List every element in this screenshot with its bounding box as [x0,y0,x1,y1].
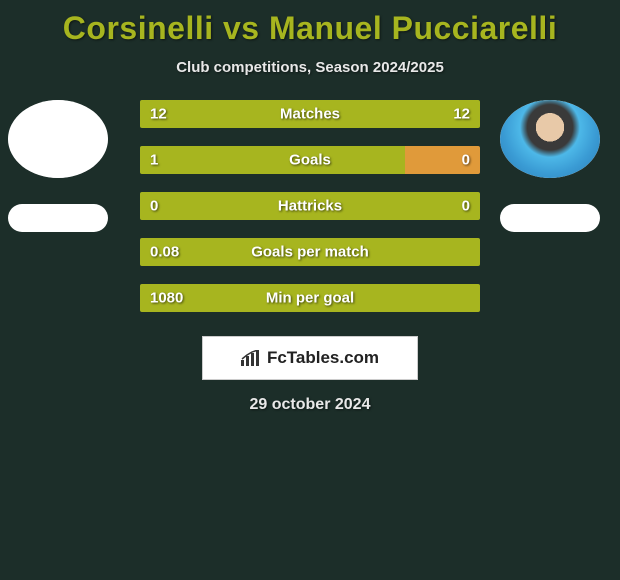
bar-row-goals: 1 Goals 0 [140,146,480,174]
logo-text: FcTables.com [267,348,379,368]
comparison-content: 12 Matches 12 1 Goals 0 0 Hattricks 0 [0,100,620,414]
date-label: 29 october 2024 [0,396,620,414]
bar-right-value: 12 [453,106,470,123]
bar-row-min-per-goal: 1080 Min per goal [140,284,480,312]
bar-row-hattricks: 0 Hattricks 0 [140,192,480,220]
bar-left-value: 1 [150,152,158,169]
avatar-placeholder-icon [8,100,108,178]
bar-row-matches: 12 Matches 12 [140,100,480,128]
player-right-block [500,100,600,232]
page-title: Corsinelli vs Manuel Pucciarelli [0,0,620,47]
bar-right-value: 0 [462,152,470,169]
bar-label: Min per goal [266,290,354,307]
chart-icon [241,350,261,366]
bar-label: Matches [280,106,340,123]
player-right-avatar [500,100,600,178]
bar-left-value: 12 [150,106,167,123]
fctables-logo-box: FcTables.com [202,336,418,380]
bar-label: Goals per match [251,244,369,261]
bar-row-goals-per-match: 0.08 Goals per match [140,238,480,266]
subtitle: Club competitions, Season 2024/2025 [0,59,620,76]
bar-right-value: 0 [462,198,470,215]
bar-label: Hattricks [278,198,342,215]
player-left-avatar [8,100,108,178]
player-left-block [8,100,108,232]
player-right-name-chip [500,204,600,232]
player-left-name-chip [8,204,108,232]
bar-label: Goals [289,152,331,169]
bar-left-value: 1080 [150,290,183,307]
comparison-bars: 12 Matches 12 1 Goals 0 0 Hattricks 0 [140,100,480,312]
bar-left-value: 0.08 [150,244,179,261]
bar-left-segment [140,146,405,174]
player-right-photo [500,100,600,178]
bar-left-value: 0 [150,198,158,215]
